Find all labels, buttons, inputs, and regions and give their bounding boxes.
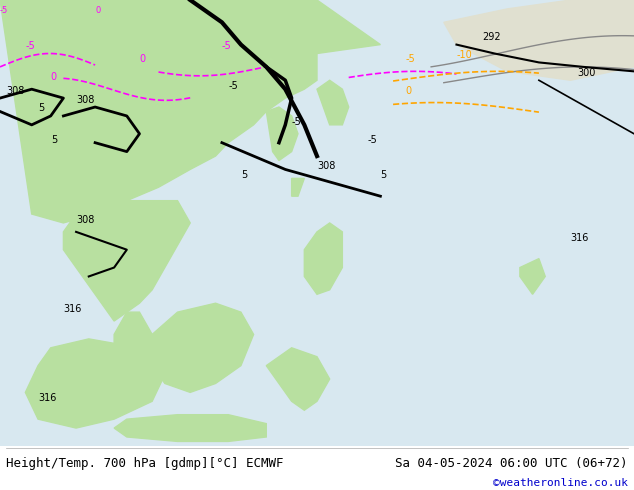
Text: 0: 0	[95, 6, 100, 15]
Polygon shape	[152, 303, 254, 392]
Polygon shape	[25, 339, 165, 428]
Polygon shape	[114, 312, 152, 401]
Polygon shape	[444, 0, 634, 80]
Text: -10: -10	[456, 50, 472, 60]
Polygon shape	[0, 0, 317, 223]
Text: 0: 0	[139, 54, 146, 64]
Text: 292: 292	[482, 32, 500, 42]
Text: ©weatheronline.co.uk: ©weatheronline.co.uk	[493, 478, 628, 489]
Text: 5: 5	[51, 135, 57, 145]
Text: -5: -5	[0, 6, 8, 15]
Text: 5: 5	[38, 103, 44, 114]
Polygon shape	[304, 223, 342, 294]
Text: 316: 316	[63, 304, 82, 314]
Text: -5: -5	[368, 135, 377, 145]
Text: -5: -5	[292, 117, 301, 127]
Text: Height/Temp. 700 hPa [gdmp][°C] ECMWF: Height/Temp. 700 hPa [gdmp][°C] ECMWF	[6, 457, 284, 470]
Polygon shape	[63, 201, 190, 321]
Text: 308: 308	[317, 161, 335, 172]
Text: 308: 308	[76, 215, 94, 225]
Polygon shape	[317, 80, 349, 125]
Text: 308: 308	[6, 86, 25, 96]
Polygon shape	[292, 178, 304, 196]
Polygon shape	[266, 107, 298, 161]
Polygon shape	[520, 259, 545, 294]
Text: Sa 04-05-2024 06:00 UTC (06+72): Sa 04-05-2024 06:00 UTC (06+72)	[395, 457, 628, 470]
Text: -5: -5	[406, 54, 415, 64]
Text: 308: 308	[76, 95, 94, 104]
Polygon shape	[0, 0, 380, 53]
Text: -5: -5	[228, 81, 238, 91]
Text: 0: 0	[406, 86, 412, 96]
Text: 316: 316	[38, 393, 56, 403]
Text: 300: 300	[577, 68, 595, 78]
Polygon shape	[266, 348, 330, 410]
Text: 0: 0	[51, 72, 57, 82]
Text: -5: -5	[222, 41, 231, 51]
Polygon shape	[114, 415, 266, 441]
Text: 5: 5	[241, 171, 247, 180]
Text: 5: 5	[380, 171, 387, 180]
Text: 316: 316	[571, 233, 589, 243]
Text: -5: -5	[25, 41, 35, 51]
